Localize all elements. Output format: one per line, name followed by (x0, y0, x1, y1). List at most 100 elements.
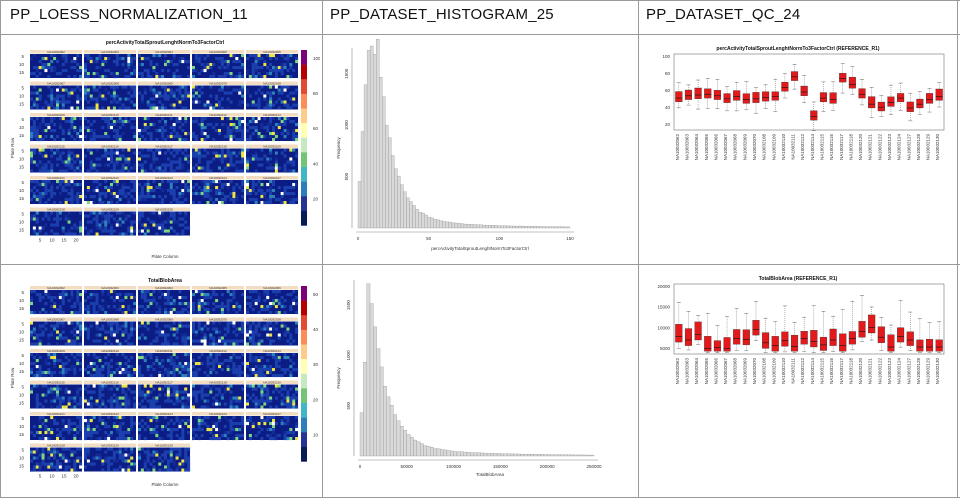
heatmap-cell (130, 422, 134, 426)
heatmap-plot-2[interactable]: TotalBlobArea Plate Column Plate Row NA1… (10, 268, 320, 490)
heatmap-cell (166, 220, 170, 224)
heatmap-cell (152, 368, 156, 372)
heatmap-cell (47, 342, 51, 346)
heatmap-cell (38, 462, 42, 466)
heatmap-cell (226, 166, 230, 170)
heatmap-cell (149, 75, 153, 79)
plate-strip (84, 317, 136, 321)
heatmap-cell (30, 311, 33, 315)
heatmap-cell (30, 138, 33, 142)
heatmap-cell (143, 129, 147, 133)
heatmap-cell (232, 437, 236, 441)
heatmap-cell (251, 180, 255, 184)
heatmap-cell (53, 232, 57, 236)
heatmap-cell (70, 405, 74, 409)
heatmap-cell (254, 69, 258, 73)
heatmap-cell (166, 396, 170, 400)
histogram-bar (413, 439, 417, 457)
heatmap-cell (61, 422, 65, 426)
heatmap-cell (84, 69, 87, 73)
heatmap-cell (107, 163, 111, 167)
heatmap-cell (220, 339, 224, 343)
heatmap-cell (110, 169, 113, 173)
heatmap-cell (229, 396, 233, 400)
heatmap-cell (92, 129, 96, 133)
histogram-bar (420, 443, 424, 457)
heatmap-cell (140, 57, 144, 61)
heatmap-cell (158, 290, 162, 294)
heatmap-cell (67, 342, 71, 346)
heatmap-cell (169, 126, 173, 130)
heatmap-cell (133, 390, 137, 394)
heatmap-cell (70, 305, 74, 309)
heatmap-cell (158, 151, 162, 155)
heatmap-cell (138, 336, 141, 340)
heatmap-cell (133, 94, 137, 98)
histogram-plot-1[interactable]: percActivityTotalSproutLenghtNormTo3Fact… (330, 38, 632, 260)
heatmap-cell (286, 396, 290, 400)
heatmap-plot-1[interactable]: percActivityTotalSproutLenghtNormTo3Fact… (10, 38, 320, 260)
heatmap-cell (79, 211, 83, 215)
heatmap-cell (38, 138, 42, 142)
heatmap-cell (178, 296, 182, 300)
histogram-bar (369, 303, 374, 457)
heatmap-cell (104, 220, 108, 224)
heatmap-cell (56, 450, 59, 454)
heatmap-cell (289, 148, 293, 152)
qc-box (848, 301, 856, 351)
heatmap-cell (64, 163, 68, 167)
heatmap-cell (44, 66, 48, 70)
heatmap-cell (187, 431, 191, 435)
heatmap-cell (246, 129, 249, 133)
heatmap-cell (212, 75, 216, 79)
qc-box-body (868, 96, 876, 109)
heatmap-cell (286, 402, 290, 406)
heatmap-y-tick: 10 (19, 220, 25, 225)
heatmap-cell (61, 186, 65, 190)
heatmap-cell (178, 94, 182, 98)
qc-boxplot-1[interactable]: percActivityTotalSproutLenghtNormTo3Fact… (644, 40, 952, 220)
heatmap-cell (292, 434, 296, 438)
heatmap-cell (226, 163, 230, 167)
heatmap-cell (53, 324, 57, 328)
heatmap-cell (61, 88, 65, 92)
heatmap-cell (140, 290, 144, 294)
plate-heatmap: NA10032064 (138, 286, 191, 315)
heatmap-cell (84, 399, 87, 403)
heatmap-cell (161, 387, 165, 391)
heatmap-cell (266, 371, 270, 375)
heatmap-cell (76, 201, 80, 205)
heatmap-cell (292, 69, 296, 73)
heatmap-cell (98, 384, 102, 388)
qc-x-tick: NA10032128 (916, 134, 921, 161)
histogram-bar (433, 448, 438, 457)
heatmap-cell (164, 296, 167, 300)
qc-boxplot-2[interactable]: TotalBlobArea (REFERENCE_R1) 50001000015… (644, 270, 952, 400)
heatmap-cell (115, 428, 119, 432)
heatmap-cell (280, 402, 284, 406)
heatmap-cell (248, 126, 252, 130)
heatmap-cell (152, 97, 156, 101)
heatmap-cell (133, 186, 137, 190)
heatmap-cell (272, 419, 275, 423)
heatmap-cell (241, 293, 245, 297)
heatmap-cell (257, 66, 261, 70)
heatmap-cell (280, 72, 284, 76)
heatmap-cell (169, 393, 173, 397)
heatmap-cell (92, 462, 96, 466)
heatmap-cell (187, 154, 191, 158)
heatmap-cell (121, 422, 125, 426)
qc-box-body (742, 93, 750, 104)
heatmap-cell (86, 434, 90, 438)
heatmap-cell (32, 151, 36, 155)
heatmap-cell (146, 126, 150, 130)
heatmap-cell (172, 353, 176, 357)
heatmap-cell (194, 333, 198, 337)
heatmap-cell (140, 353, 144, 357)
heatmap-cell (35, 371, 39, 375)
heatmap-cell (169, 302, 173, 306)
heatmap-cell (95, 374, 99, 378)
histogram-bar (423, 445, 428, 457)
heatmap-cell (166, 94, 170, 98)
